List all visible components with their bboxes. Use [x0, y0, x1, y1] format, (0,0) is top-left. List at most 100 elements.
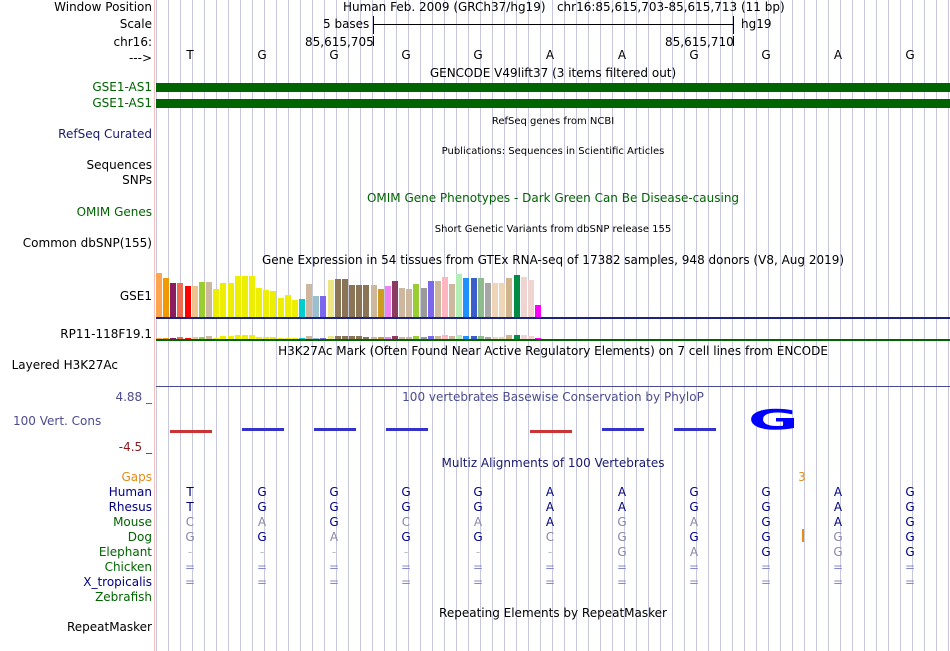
gtex-gse1-bar[interactable] [185, 286, 191, 317]
gtex-rp11-bar[interactable] [163, 338, 169, 339]
gtex-rp11-bar[interactable] [306, 336, 312, 339]
gtex-gse1-bar[interactable] [342, 279, 348, 317]
gtex-rp11-bar[interactable] [278, 338, 284, 339]
gtex-gse1-bar[interactable] [492, 283, 498, 317]
phylop-base-mark[interactable] [602, 428, 644, 431]
phylop-base-mark[interactable] [170, 430, 212, 433]
gtex-rp11-bar[interactable] [528, 336, 534, 339]
omim-track-title[interactable]: OMIM Gene Phenotypes - Dark Green Can Be… [366, 191, 740, 205]
gencode-track-title[interactable]: GENCODE V49lift37 (3 items filtered out) [429, 66, 677, 80]
gtex-gse1-bar[interactable] [421, 288, 427, 317]
gtex-rp11-bar[interactable] [463, 336, 469, 339]
gencode-item-2-feature[interactable] [156, 99, 950, 108]
gtex-rp11-bar[interactable] [156, 338, 162, 339]
gtex-gse1-bar[interactable] [499, 283, 505, 317]
gtex-rp11-bar[interactable] [514, 335, 520, 339]
gtex-rp11-bar[interactable] [371, 337, 377, 339]
gtex-gse1-bar[interactable] [320, 296, 326, 317]
gtex-gse1-bar[interactable] [177, 283, 183, 317]
gtex-gse1-bar[interactable] [335, 279, 341, 317]
gtex-track-title[interactable]: Gene Expression in 54 tissues from GTEx … [261, 253, 845, 267]
multiz-species-label[interactable]: X_tropicalis [83, 575, 152, 589]
repeatmasker-track-title[interactable]: Repeating Elements by RepeatMasker [439, 606, 667, 620]
gencode-item-1-label[interactable]: GSE1-AS1 [92, 80, 152, 94]
h3k27ac-track-title[interactable]: H3K27Ac Mark (Often Found Near Active Re… [278, 344, 828, 358]
gtex-rp11-bar[interactable] [442, 335, 448, 339]
phylop-base-mark[interactable] [242, 428, 284, 431]
gtex-gse1-bar[interactable] [535, 305, 541, 317]
gtex-rp11-bar[interactable] [285, 338, 291, 339]
gtex-gse1-bar[interactable] [449, 284, 455, 317]
gtex-gse1-bar[interactable] [514, 275, 520, 317]
gtex-gse1-bar[interactable] [349, 285, 355, 317]
gtex-gse1-bar[interactable] [506, 278, 512, 317]
strand-arrow-label[interactable]: ---> [128, 51, 152, 65]
gtex-rp11-bar[interactable] [249, 335, 255, 339]
gtex-gse1-bar[interactable] [199, 282, 205, 317]
gtex-gse1-bar[interactable] [463, 278, 469, 317]
gtex-gse1-bar[interactable] [228, 283, 234, 317]
gtex-rp11-bar[interactable] [235, 335, 241, 339]
gtex-rp11-bar[interactable] [378, 337, 384, 339]
refseq-track-title[interactable]: RefSeq genes from NCBI [491, 116, 615, 127]
multiz-species-label[interactable]: Zebrafish [95, 590, 152, 604]
gtex-gse1-bar[interactable] [399, 288, 405, 317]
gtex-gse1-bar[interactable] [371, 285, 377, 317]
gtex-rp11-bar[interactable] [256, 337, 262, 339]
gtex-gse1-bar[interactable] [170, 283, 176, 317]
gtex-gse1-bar[interactable] [192, 286, 198, 317]
multiz-species-label[interactable]: Dog [127, 530, 152, 544]
gtex-gse1-bar[interactable] [292, 300, 298, 317]
gtex-rp11-bar[interactable] [220, 336, 226, 339]
gtex-rp11-bar[interactable] [428, 336, 434, 339]
gtex-rp11-bar[interactable] [270, 337, 276, 339]
gtex-gse1-bar[interactable] [299, 299, 305, 317]
dbsnp-track-label[interactable]: Common dbSNP(155) [22, 236, 152, 250]
omim-track-label[interactable]: OMIM Genes [76, 205, 152, 219]
gtex-rp11-bar[interactable] [435, 336, 441, 339]
gtex-rp11-bar[interactable] [206, 336, 212, 339]
gtex-rp11-bar[interactable] [292, 338, 298, 339]
gtex-gse1-bar[interactable] [278, 298, 284, 317]
gtex-rp11-bar[interactable] [492, 337, 498, 339]
publications-track-label[interactable]: Sequences [86, 158, 152, 172]
gtex-rp11-bar[interactable] [170, 338, 176, 339]
gencode-item-2-label[interactable]: GSE1-AS1 [92, 96, 152, 110]
phylop-base-mark[interactable] [674, 428, 716, 431]
gtex-rp11-bar[interactable] [421, 337, 427, 339]
multiz-species-label[interactable]: Chicken [104, 560, 152, 574]
gtex-rp11-bar[interactable] [499, 337, 505, 339]
gtex-gse1-bar[interactable] [521, 277, 527, 317]
gtex-rp11-bar[interactable] [228, 336, 234, 339]
gtex-gene2-label[interactable]: RP11-118F19.1 [60, 327, 152, 341]
gtex-gse1-bar[interactable] [328, 280, 334, 317]
gtex-rp11-bar[interactable] [363, 337, 369, 339]
gtex-rp11-bar[interactable] [320, 338, 326, 339]
gtex-gse1-bar[interactable] [306, 284, 312, 317]
refseq-track-label[interactable]: RefSeq Curated [58, 127, 152, 141]
multiz-species-label[interactable]: Human [108, 485, 152, 499]
gtex-gse1-bar[interactable] [471, 278, 477, 317]
gtex-gse1-bar[interactable] [478, 278, 484, 317]
multiz-species-label[interactable]: Gaps [121, 470, 152, 484]
gtex-gse1-bar[interactable] [313, 296, 319, 317]
gtex-rp11-bar[interactable] [485, 337, 491, 339]
publications-track-title[interactable]: Publications: Sequences in Scientific Ar… [441, 146, 665, 157]
gtex-rp11-bar[interactable] [199, 337, 205, 339]
phylop-track-title[interactable]: 100 vertebrates Basewise Conservation by… [402, 390, 704, 404]
gtex-rp11-bar[interactable] [342, 336, 348, 339]
gtex-rp11-bar[interactable] [213, 338, 219, 339]
gtex-rp11-bar[interactable] [506, 335, 512, 339]
gtex-gse1-bar[interactable] [485, 283, 491, 317]
gtex-rp11-bar[interactable] [299, 338, 305, 339]
gtex-rp11-bar[interactable] [349, 336, 355, 339]
multiz-species-label[interactable]: Rhesus [108, 500, 152, 514]
multiz-species-label[interactable]: Elephant [98, 545, 152, 559]
multiz-species-label[interactable]: Mouse [113, 515, 152, 529]
phylop-base-mark[interactable] [530, 430, 572, 433]
gtex-rp11-bar[interactable] [335, 336, 341, 339]
gtex-gse1-bar[interactable] [428, 281, 434, 317]
gtex-gse1-bar[interactable] [270, 291, 276, 317]
gtex-rp11-bar[interactable] [328, 336, 334, 339]
gtex-rp11-bar[interactable] [456, 335, 462, 339]
